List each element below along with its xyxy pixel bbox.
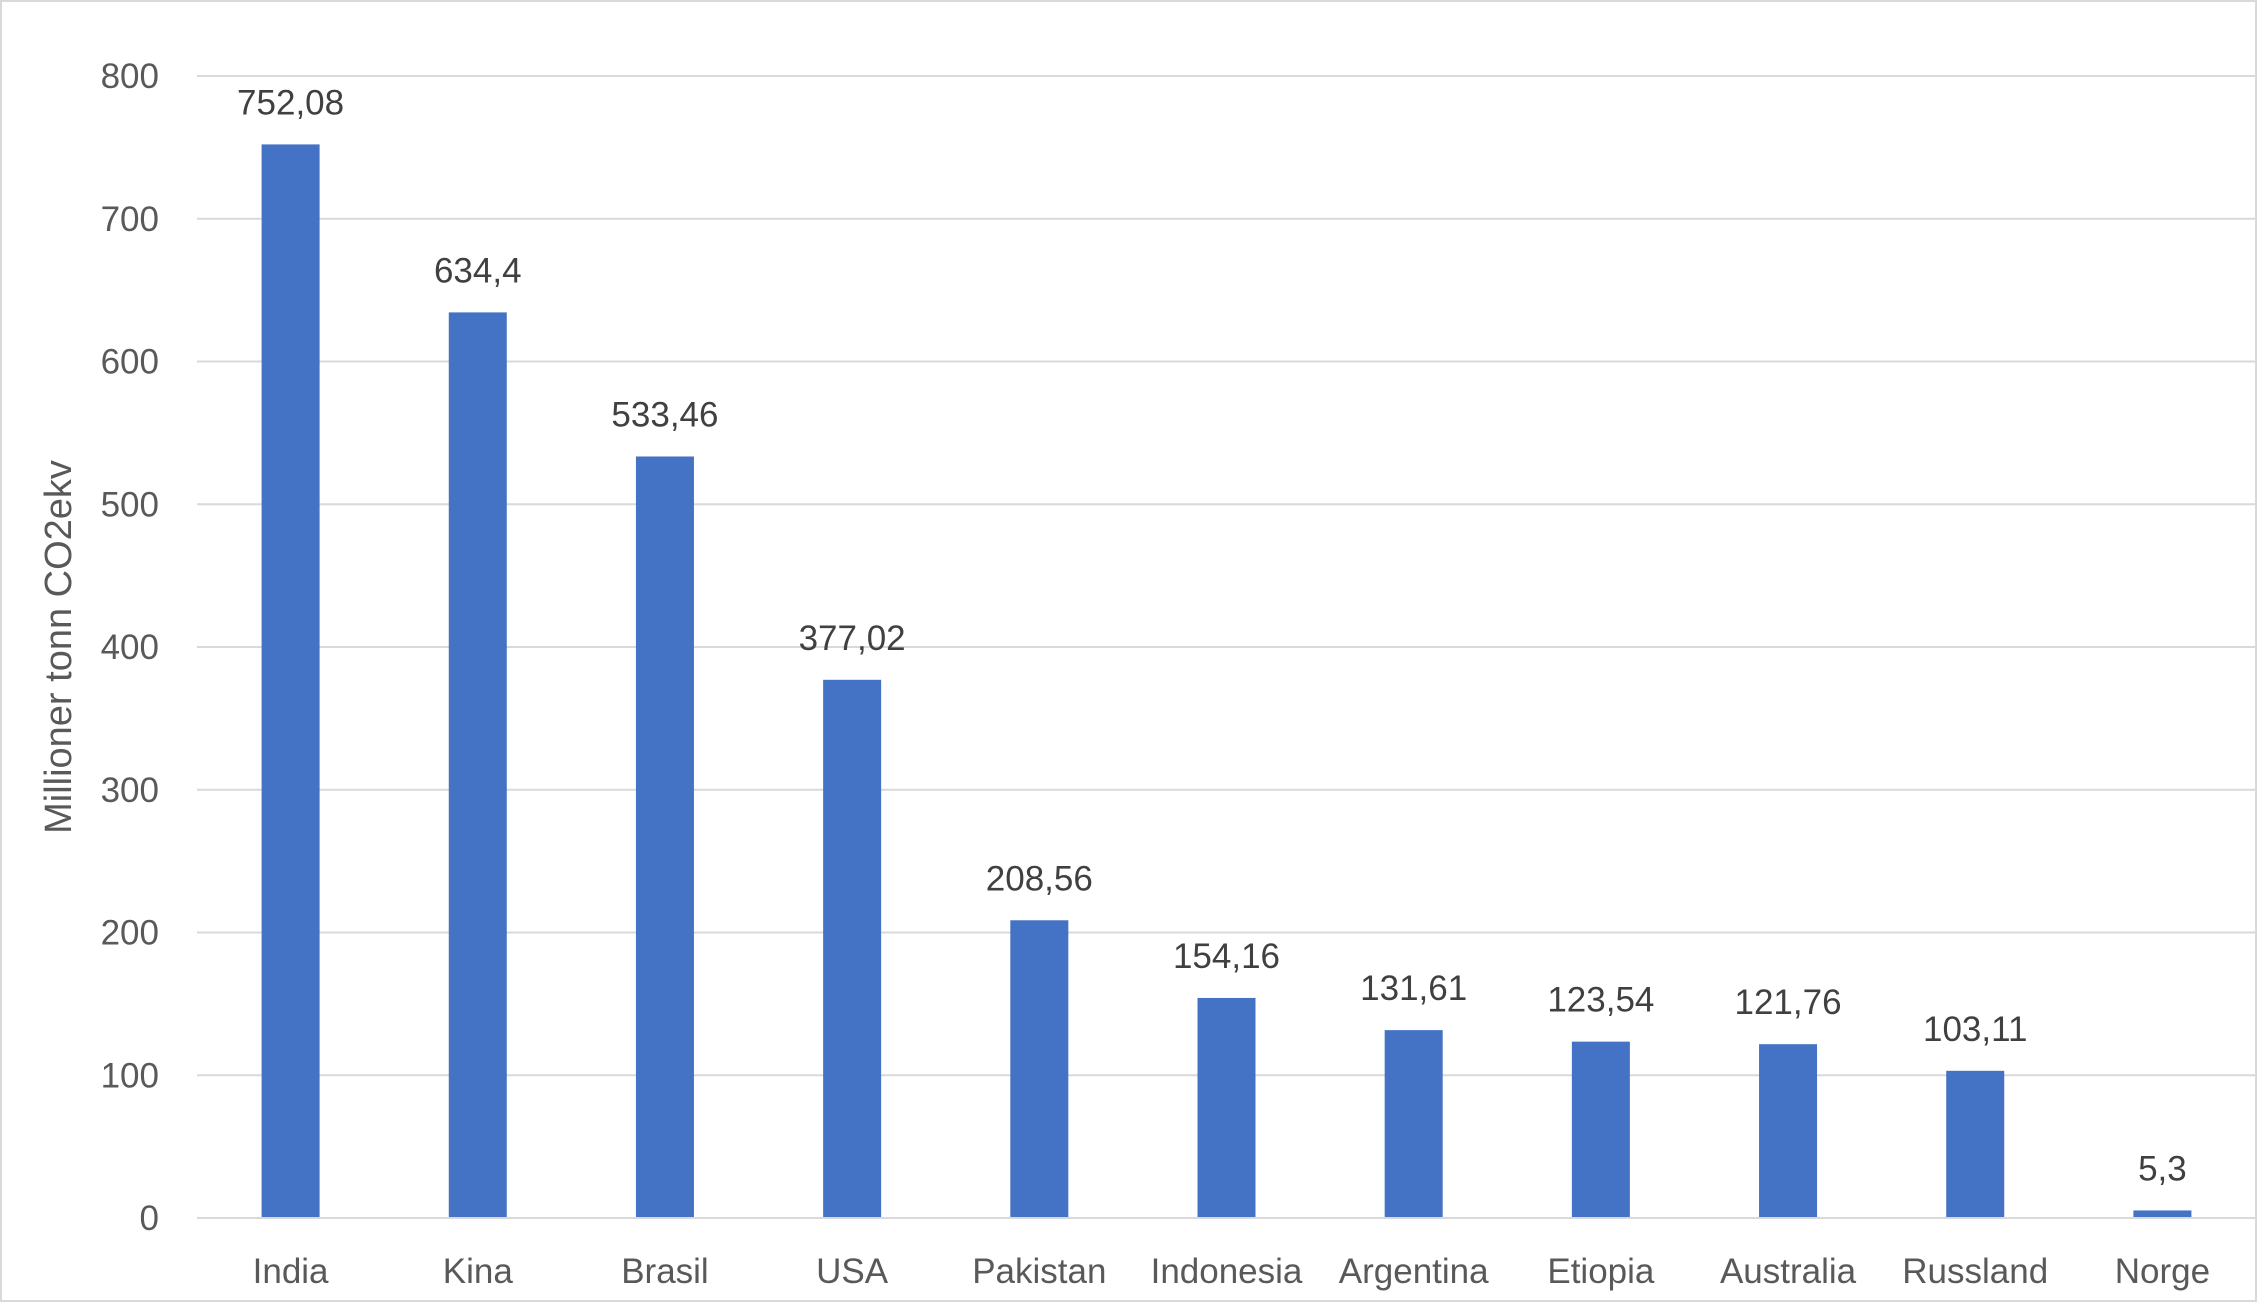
data-label-brasil: 533,46 — [611, 395, 718, 434]
bar-india — [261, 144, 320, 1219]
y-axis-tick-labels: 0 100 200 300 400 500 600 700 800 — [101, 57, 159, 1238]
bar-brasil — [635, 456, 694, 1218]
x-tick-label-argentina: Argentina — [1339, 1252, 1489, 1291]
y-tick-label: 400 — [101, 628, 159, 667]
x-tick-label-kina: Kina — [443, 1252, 514, 1291]
x-tick-label-norge: Norge — [2115, 1252, 2210, 1291]
data-label-etiopia: 123,54 — [1547, 981, 1654, 1020]
x-tick-label-brasil: Brasil — [621, 1252, 709, 1291]
x-tick-label-indonesia: Indonesia — [1151, 1252, 1303, 1291]
data-label-kina: 634,4 — [434, 251, 522, 290]
y-tick-label: 700 — [101, 200, 159, 239]
y-axis-title: Millioner tonn CO2ekv — [38, 460, 80, 834]
bar-indonesia — [1197, 997, 1256, 1218]
bar-argentina — [1384, 1030, 1443, 1218]
y-tick-label: 100 — [101, 1056, 159, 1095]
x-tick-label-australia: Australia — [1720, 1252, 1857, 1291]
data-label-australia: 121,76 — [1735, 983, 1842, 1022]
bar-kina — [448, 312, 507, 1218]
x-axis-tick-labels: India Kina Brasil USA Pakistan Indonesia Argen… — [253, 1252, 2210, 1291]
bars — [261, 144, 2192, 1219]
x-tick-label-russland: Russland — [1902, 1252, 2048, 1291]
data-label-usa: 377,02 — [799, 619, 906, 658]
x-tick-label-india: India — [253, 1252, 329, 1291]
y-tick-label: 800 — [101, 57, 159, 96]
y-tick-label: 300 — [101, 771, 159, 810]
data-label-russland: 103,11 — [1923, 1010, 2027, 1049]
data-label-argentina: 131,61 — [1360, 969, 1467, 1008]
x-tick-label-pakistan: Pakistan — [972, 1252, 1106, 1291]
y-tick-label: 0 — [140, 1199, 159, 1238]
data-labels: 752,08 634,4 533,46 377,02 208,56 154,16 131,6… — [237, 83, 2187, 1188]
data-label-indonesia: 154,16 — [1173, 937, 1280, 976]
data-label-norge: 5,3 — [2138, 1149, 2187, 1188]
data-label-india: 752,08 — [237, 83, 344, 122]
y-tick-label: 200 — [101, 914, 159, 953]
x-tick-label-etiopia: Etiopia — [1547, 1252, 1655, 1291]
bar-norge — [2133, 1210, 2192, 1218]
bar-australia — [1759, 1044, 1818, 1218]
bar-russland — [1946, 1070, 2005, 1218]
bar-pakistan — [1010, 920, 1069, 1218]
data-label-pakistan: 208,56 — [986, 859, 1093, 898]
y-tick-label: 600 — [101, 343, 159, 382]
bar-etiopia — [1571, 1041, 1630, 1218]
x-tick-label-usa: USA — [816, 1252, 889, 1291]
gridlines — [197, 75, 2256, 1077]
y-tick-label: 500 — [101, 485, 159, 524]
bar-usa — [823, 679, 882, 1218]
